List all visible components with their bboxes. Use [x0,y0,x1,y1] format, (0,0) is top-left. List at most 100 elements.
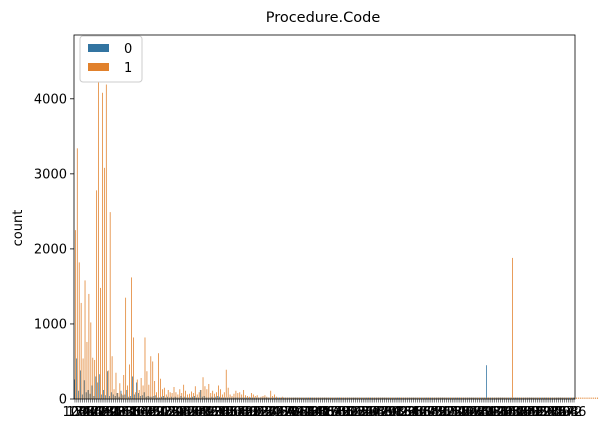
x-tick-label: 988 [109,405,134,420]
bar-series-0 [453,397,455,399]
bar-series-0 [540,397,542,399]
bar-series-1 [314,397,316,399]
bar-series-0 [153,396,155,399]
bar-series-1 [564,397,566,399]
bar-series-1 [283,397,285,399]
bar-series-0 [381,397,383,399]
bar-series-1 [121,393,123,399]
bar-series-1 [454,397,455,399]
bar-series-1 [440,397,442,399]
bar-series-1 [125,297,127,399]
bar-series-0 [370,397,371,399]
bar-series-1 [405,397,407,399]
bar-series-1 [368,397,370,399]
bar-series-0 [327,397,329,399]
bar-series-0 [134,394,135,399]
bar-series-0 [254,397,255,399]
bar-series-0 [317,397,319,399]
bar-series-0 [375,397,377,399]
bar-series-1 [214,393,216,399]
bar-series-1 [270,390,272,399]
bar-series-1 [372,397,374,399]
x-tick-label: 976 [155,405,180,420]
bar-series-0 [124,394,126,399]
bar-series-0 [215,396,217,399]
bar-series-1 [171,393,173,399]
x-tick-label: 658 [515,405,540,420]
x-tick-label: 274 [260,405,285,420]
bar-series-1 [570,397,571,399]
bar-series-0 [76,358,77,399]
bar-series-0 [250,397,251,399]
bar-series-0 [528,397,530,399]
bar-series-1 [539,397,540,399]
bar-series-0 [354,397,356,399]
bar-series-1 [324,397,326,399]
bar-series-1 [456,397,457,399]
bar-series-1 [218,385,219,399]
bar-series-0 [304,397,306,399]
bar-series-0 [553,397,555,399]
x-tick-label: 300 [449,405,474,420]
bar-series-0 [120,390,122,399]
bar-series-0 [362,397,364,399]
bar-series-0 [87,389,89,399]
x-tick-label: 386 [407,405,432,420]
bar-series-1 [444,397,446,399]
bar-series-0 [455,397,457,399]
x-tick-label: 224 [163,405,188,420]
bar-series-1 [250,393,252,399]
bar-series-1 [100,287,101,399]
bar-series-1 [423,397,424,399]
bar-series-0 [234,397,236,399]
bar-series-1 [148,384,150,399]
bar-series-0 [426,397,428,399]
bar-series-0 [501,397,503,399]
bar-series-1 [183,384,185,399]
bar-series-1 [231,396,233,399]
bar-series-1 [448,397,450,399]
bar-series-0 [352,397,354,399]
bar-series-0 [238,397,240,399]
x-tick-label: 126 [252,405,277,420]
bar-series-1 [392,397,393,399]
bar-series-0 [497,397,499,399]
bar-series-1 [312,397,314,399]
bar-series-1 [208,383,210,399]
bar-series-1 [396,397,397,399]
bar-series-0 [509,397,511,399]
bar-series-1 [158,353,159,399]
bar-series-1 [233,393,235,399]
bar-series-0 [393,397,395,399]
bar-series-1 [554,397,556,399]
bar-series-1 [506,397,508,399]
x-tick-label: 954 [531,405,556,420]
y-tick-label: 1000 [34,317,67,332]
bar-series-1 [597,397,599,399]
x-tick-label: 470 [82,405,107,420]
bar-series-0 [196,397,197,399]
bar-series-0 [410,397,412,399]
bar-series-1 [297,397,299,399]
bar-series-0 [337,397,339,399]
bar-series-1 [336,397,337,399]
x-tick-label: 756 [426,405,451,420]
bar-series-1 [417,397,419,399]
x-tick-label: 572 [558,405,583,420]
bar-series-0 [319,397,321,399]
bar-series-0 [470,397,472,399]
bar-series-0 [461,397,462,399]
bar-series-0 [488,397,489,399]
bar-series-1 [401,397,403,399]
bar-series-1 [575,397,577,399]
bar-series-0 [248,397,250,399]
bar-series-0 [197,397,199,399]
y-tick-label: 2000 [34,242,67,257]
bar-series-0 [230,397,232,399]
bar-series-0 [430,397,431,399]
bar-series-1 [156,392,157,399]
bar-series-1 [264,395,266,399]
x-tick-label: 544 [86,405,111,420]
bar-series-1 [481,397,482,399]
